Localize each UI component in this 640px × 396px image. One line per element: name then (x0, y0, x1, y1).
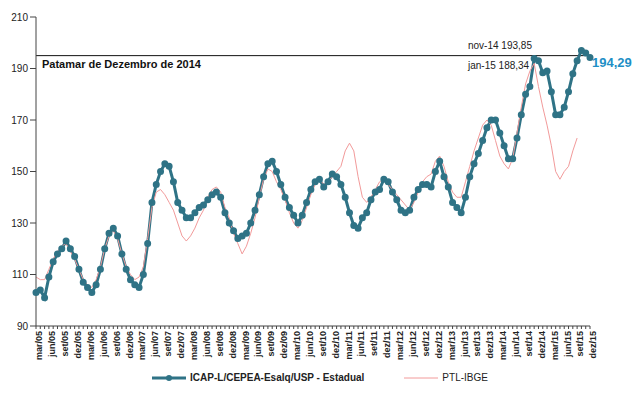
svg-text:dez/06: dez/06 (125, 331, 135, 359)
svg-text:jun/06: jun/06 (99, 331, 109, 358)
svg-text:170: 170 (11, 115, 28, 126)
svg-text:150: 150 (11, 166, 28, 177)
svg-text:dez/13: dez/13 (485, 331, 495, 359)
svg-text:set/07: set/07 (163, 331, 173, 357)
svg-text:190: 190 (11, 63, 28, 74)
svg-text:jun/11: jun/11 (356, 331, 366, 358)
svg-text:mar/12: mar/12 (395, 331, 405, 360)
svg-text:210: 210 (11, 12, 28, 23)
svg-text:dez/08: dez/08 (228, 331, 238, 359)
svg-text:set/08: set/08 (215, 331, 225, 357)
svg-text:dez/15: dez/15 (588, 331, 598, 359)
svg-text:dez/09: dez/09 (279, 331, 289, 359)
svg-text:jun/05: jun/05 (47, 331, 57, 358)
svg-text:dez/05: dez/05 (73, 331, 83, 359)
svg-text:set/10: set/10 (318, 331, 328, 357)
svg-text:dez/14: dez/14 (537, 331, 547, 359)
html-text:PTL-IBGE: PTL-IBGE (442, 372, 488, 383)
svg-text:set/13: set/13 (472, 331, 482, 357)
html-text:ICAP-L/CEPEA-Esalq/USP - Estad: ICAP-L/CEPEA-Esalq/USP - Estadual (190, 372, 365, 383)
svg-text:mar/10: mar/10 (292, 331, 302, 360)
svg-text:jun/09: jun/09 (253, 331, 263, 358)
svg-text:jun/14: jun/14 (511, 331, 521, 358)
svg-text:set/11: set/11 (369, 331, 379, 356)
html-text:194,29: 194,29 (592, 55, 632, 70)
svg-text:130: 130 (11, 218, 28, 229)
svg-text:dez/12: dez/12 (434, 331, 444, 359)
svg-text:mar/06: mar/06 (86, 331, 96, 360)
svg-text:mar/14: mar/14 (498, 331, 508, 360)
svg-text:jun/10: jun/10 (305, 331, 315, 358)
svg-text:jun/07: jun/07 (150, 331, 160, 358)
svg-text:dez/11: dez/11 (382, 331, 392, 358)
svg-text:set/05: set/05 (60, 331, 70, 357)
svg-text:90: 90 (17, 321, 29, 332)
svg-text:mar/08: mar/08 (189, 331, 199, 360)
svg-text:jun/08: jun/08 (202, 331, 212, 358)
svg-text:jun/12: jun/12 (408, 331, 418, 358)
svg-text:jun/13: jun/13 (460, 331, 470, 358)
svg-text:dez/07: dez/07 (176, 331, 186, 359)
svg-text:set/12: set/12 (421, 331, 431, 357)
svg-text:mar/07: mar/07 (137, 331, 147, 360)
svg-text:mar/05: mar/05 (34, 331, 44, 360)
svg-text:jun/15: jun/15 (563, 331, 573, 358)
svg-text:dez/10: dez/10 (331, 331, 341, 359)
svg-text:mar/09: mar/09 (241, 331, 251, 360)
svg-text:mar/15: mar/15 (550, 331, 560, 360)
html-text:nov-14 193,85: nov-14 193,85 (468, 40, 532, 51)
svg-text:110: 110 (12, 269, 28, 280)
svg-text:mar/11: mar/11 (344, 331, 354, 360)
svg-text:mar/13: mar/13 (447, 331, 457, 360)
svg-text:set/06: set/06 (112, 331, 122, 357)
html-text:jan-15 188,34: jan-15 188,34 (468, 60, 530, 71)
svg-text:set/14: set/14 (524, 331, 534, 357)
html-text:Patamar de Dezembro de 2014: Patamar de Dezembro de 2014 (42, 58, 201, 70)
svg-text:set/15: set/15 (576, 331, 586, 357)
svg-text:set/09: set/09 (266, 331, 276, 357)
